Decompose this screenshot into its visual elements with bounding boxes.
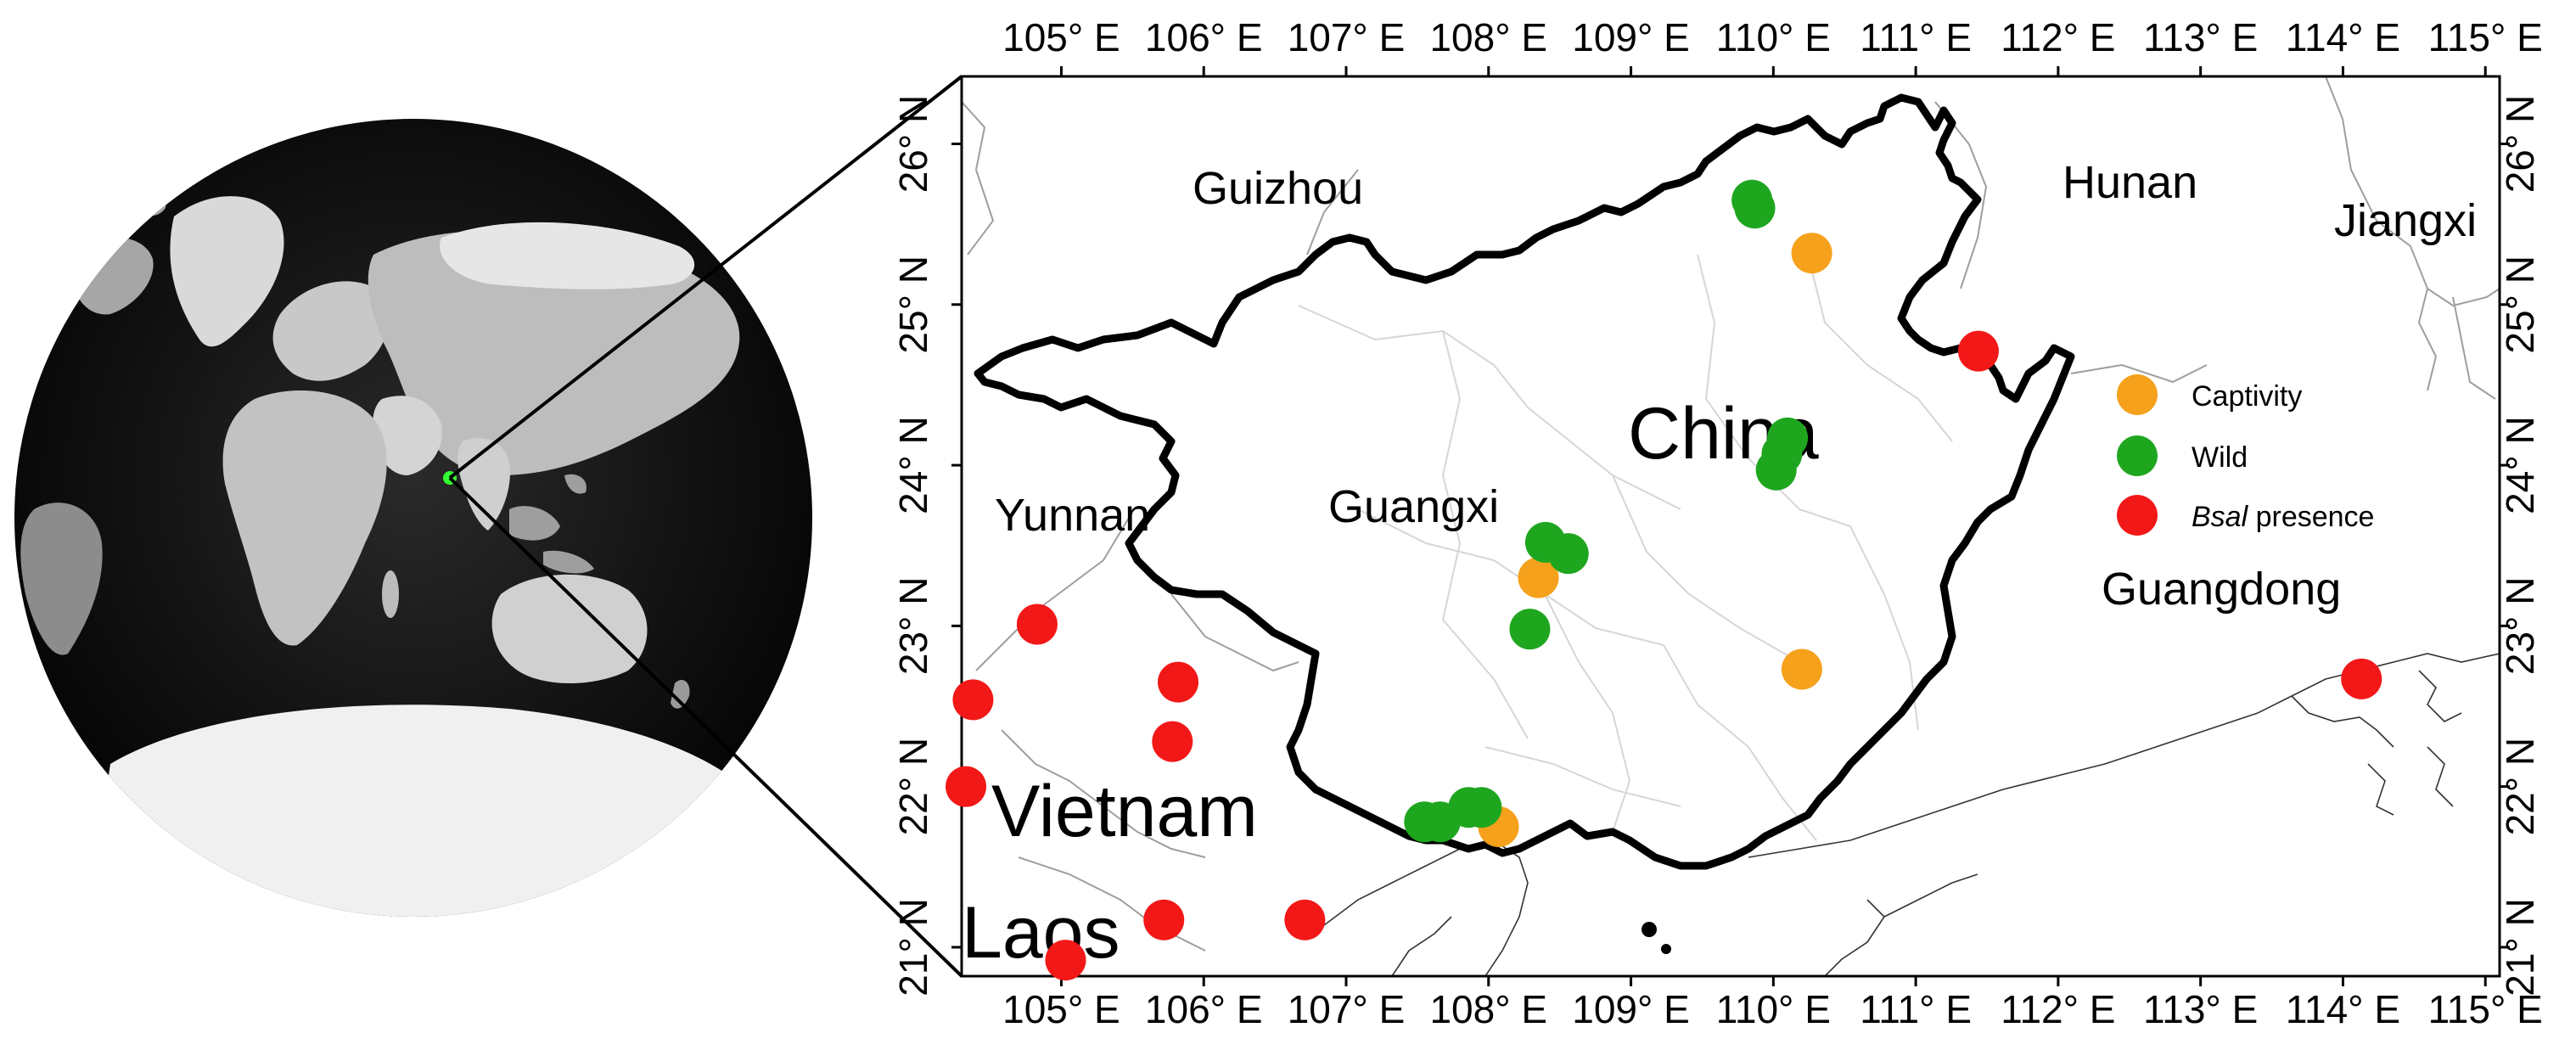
legend-captivity-swatch [2117, 374, 2158, 415]
connector-line-bottom [448, 476, 963, 978]
lon-label-top-0: 105° E [1002, 15, 1120, 59]
lon-label-top-10: 115° E [2428, 15, 2543, 59]
legend-captivity-label: Captivity [2192, 380, 2302, 413]
lon-label-bottom-7: 112° E [2001, 987, 2115, 1031]
lon-label-bottom-10: 115° E [2428, 987, 2543, 1031]
lon-label-bottom-4: 109° E [1572, 987, 1690, 1031]
lon-label-bottom-1: 106° E [1145, 987, 1263, 1031]
lon-label-bottom-0: 105° E [1002, 987, 1120, 1031]
australia-shape [491, 574, 648, 683]
lon-label-top-6: 111° E [1860, 15, 1972, 59]
study-area-map: 105° E 105° E 106° E 106° E 107° E 107° E 108°… [891, 15, 2543, 1031]
bsal-point-1 [2341, 658, 2382, 699]
wild-point-7 [1509, 609, 1551, 650]
lon-label-bottom-3: 108° E [1429, 987, 1547, 1031]
legend-bsal-suffix: presence [2256, 501, 2375, 533]
bsal-point-9 [1045, 940, 1086, 981]
lat-label-left-2: 23° N [891, 577, 935, 676]
lon-label-bottom-6: 111° E [1860, 987, 1972, 1031]
madagascar-shape [382, 570, 399, 618]
legend: Captivity Wild Bsal presence [2117, 374, 2374, 536]
captivity-point-1 [1518, 557, 1559, 598]
lat-label-right-3: 24° N [2498, 416, 2542, 514]
lon-label-top-2: 107° E [1288, 15, 1406, 59]
bsal-point-3 [952, 679, 994, 721]
south-america-shape [20, 503, 103, 655]
lon-label-top-5: 110° E [1716, 15, 1831, 59]
legend-wild-label: Wild [2192, 441, 2248, 474]
map-axes: 105° E 105° E 106° E 106° E 107° E 107° E 108°… [891, 15, 2543, 1031]
label-yunnan: Yunnan [995, 490, 1150, 541]
bsal-point-2 [1016, 604, 1058, 645]
lat-label-right-5: 26° N [2498, 95, 2542, 194]
lon-label-top-7: 112° E [2001, 15, 2115, 59]
lat-label-left-1: 22° N [891, 738, 935, 836]
captivity-point-0 [1791, 233, 1832, 274]
lon-label-bottom-9: 114° E [2286, 987, 2400, 1031]
legend-wild-swatch [2117, 435, 2158, 476]
legend-bsal-label: Bsal presence [2192, 501, 2374, 533]
lat-label-right-4: 25° N [2498, 255, 2542, 354]
map-frame [960, 75, 2501, 978]
legend-bsal-swatch [2117, 495, 2158, 536]
label-guangdong: Guangdong [2102, 564, 2341, 615]
islet-weizhou [1642, 922, 1657, 937]
lat-label-left-4: 25° N [891, 255, 935, 354]
middle-east-shape [372, 396, 442, 475]
arctic-islands-shape [72, 188, 166, 315]
wild-point-4 [1761, 433, 1803, 474]
lon-label-top-3: 108° E [1429, 15, 1547, 59]
connector-line-top [448, 75, 963, 480]
bsal-point-0 [1957, 330, 1999, 372]
lon-label-bottom-2: 107° E [1288, 987, 1406, 1031]
globe-inset [14, 75, 963, 978]
wild-point-1 [1734, 188, 1776, 229]
globe-landmasses [20, 188, 764, 917]
label-guangxi: Guangxi [1328, 481, 1499, 532]
lat-label-right-1: 22° N [2498, 738, 2542, 836]
greenland-shape [170, 196, 284, 347]
label-guizhou: Guizhou [1193, 163, 1363, 214]
lon-label-bottom-8: 113° E [2143, 987, 2258, 1031]
lon-label-top-9: 114° E [2286, 15, 2400, 59]
label-laos: Laos [962, 892, 1120, 974]
lat-label-left-0: 21° N [891, 898, 935, 997]
occurrence-points [946, 179, 2382, 981]
asia-shape [368, 230, 740, 475]
coastline [1323, 653, 2500, 976]
siberia-shape [440, 222, 695, 289]
bsal-point-5 [1152, 721, 1193, 762]
lon-label-bottom-5: 110° E [1716, 987, 1831, 1031]
lon-label-top-8: 113° E [2143, 15, 2258, 59]
lat-label-right-0: 21° N [2498, 898, 2542, 997]
lat-label-left-3: 24° N [891, 416, 935, 514]
legend-bsal-species: Bsal [2192, 501, 2249, 533]
new-zealand-shape [671, 679, 690, 709]
label-hunan: Hunan [2062, 157, 2197, 208]
place-labels: Guizhou Hunan Jiangxi Yunnan Guangxi Chi… [962, 157, 2477, 974]
lon-label-top-1: 106° E [1145, 15, 1263, 59]
africa-shape [222, 390, 387, 646]
province-boundaries [962, 76, 2500, 952]
lat-label-left-5: 26° N [891, 95, 935, 194]
label-vietnam: Vietnam [991, 771, 1258, 852]
bsal-point-6 [946, 766, 987, 807]
map-boundaries [962, 76, 2500, 976]
europe-shape [272, 281, 390, 381]
wild-point-11 [1461, 787, 1502, 828]
guangxi-border [974, 93, 2075, 870]
captivity-point-2 [1781, 649, 1822, 690]
lon-label-top-4: 109° E [1572, 15, 1690, 59]
islet-xieyang [1661, 944, 1671, 954]
map-background [962, 76, 2500, 976]
lat-label-right-2: 23° N [2498, 577, 2542, 676]
wild-point-6 [1547, 533, 1589, 575]
label-jiangxi: Jiangxi [2334, 195, 2477, 246]
bsal-point-8 [1284, 899, 1326, 941]
bsal-point-4 [1158, 661, 1199, 703]
bsal-point-7 [1143, 899, 1185, 941]
se-asia-islands-shape [509, 474, 594, 574]
